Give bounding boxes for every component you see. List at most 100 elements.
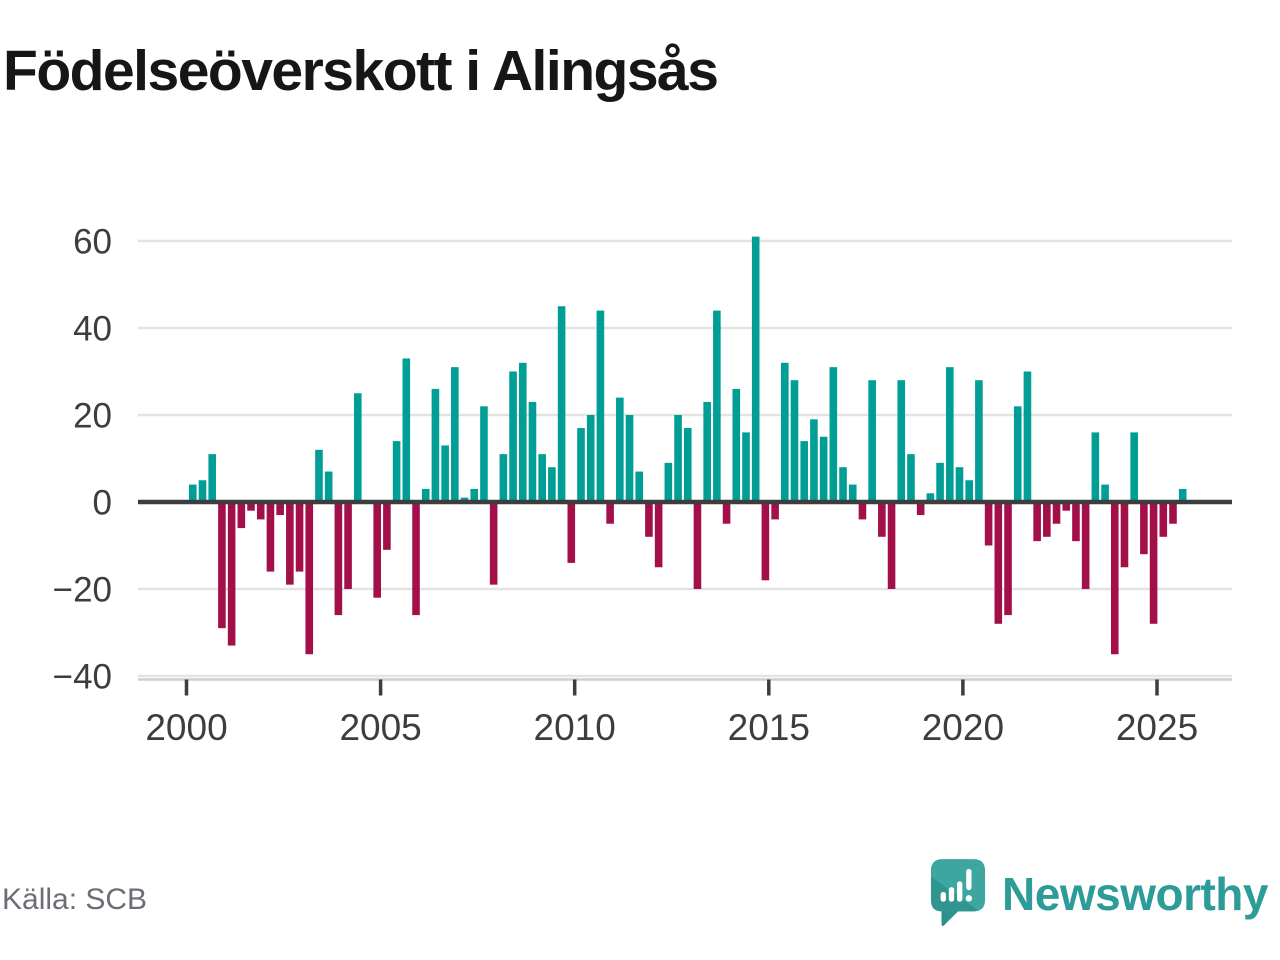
- bar-2014q4: [761, 502, 770, 581]
- bar-2019q2: [936, 462, 944, 502]
- y-tick-label-20: 20: [73, 397, 112, 436]
- bar-2021q4: [1033, 502, 1041, 542]
- logo-bar-small: [940, 892, 946, 902]
- bar-2002q4: [295, 502, 304, 572]
- x-tick-label-2025: 2025: [1116, 707, 1198, 748]
- bar-2007q3: [480, 406, 488, 502]
- y-tick-label-40: 40: [73, 310, 112, 349]
- bar-2002q2: [276, 502, 284, 516]
- bar-2019q3: [945, 367, 954, 502]
- bar-2014q3: [751, 236, 760, 502]
- bar-2023q2: [1091, 432, 1100, 502]
- bar-2018q1: [887, 502, 896, 589]
- bar-2000q4: [218, 502, 226, 629]
- bar-2008q1: [499, 454, 508, 502]
- bar-2013q4: [722, 502, 731, 524]
- bar-2019q4: [955, 467, 964, 502]
- bar-2025q2: [1169, 502, 1177, 524]
- newsworthy-logo-icon: [930, 859, 986, 927]
- bar-2011q2: [625, 415, 634, 502]
- bar-2014q1: [732, 388, 741, 502]
- x-tick-label-2005: 2005: [339, 707, 421, 748]
- bar-2023q1: [1081, 502, 1090, 589]
- bar-2023q3: [1101, 484, 1109, 502]
- bar-2024q4: [1149, 502, 1158, 624]
- bar-2022q2: [1052, 502, 1061, 524]
- newsworthy-wordmark: Newsworthy: [1002, 867, 1268, 920]
- bar-2014q2: [742, 432, 750, 502]
- chart-title: Födelseöverskott i Alingsås: [3, 39, 719, 103]
- bar-2011q4: [645, 502, 653, 537]
- bar-2010q2: [586, 415, 595, 502]
- bar-2003q3: [324, 471, 333, 502]
- bar-2015q4: [800, 441, 809, 502]
- bar-2016q1: [810, 419, 818, 502]
- bar-2022q1: [1043, 502, 1051, 537]
- bar-2000q1: [189, 484, 197, 502]
- bar-2013q3: [713, 310, 721, 502]
- bar-2018q4: [916, 502, 925, 516]
- logo-bar-tall: [957, 881, 963, 902]
- bar-2013q1: [693, 502, 702, 589]
- bar-2015q2: [781, 362, 789, 502]
- y-tick-label-60: 60: [73, 223, 112, 262]
- bar-2020q2: [975, 380, 983, 502]
- bar-2009q3: [557, 306, 566, 502]
- bar-2017q4: [878, 502, 886, 537]
- bar-2023q4: [1110, 502, 1119, 655]
- bar-2018q3: [907, 454, 915, 502]
- bar-2005q4: [412, 502, 420, 616]
- x-tick-label-2020: 2020: [922, 707, 1004, 748]
- bar-2008q3: [518, 362, 527, 502]
- bar-2012q1: [654, 502, 663, 568]
- bar-2021q3: [1023, 371, 1032, 502]
- bar-2022q4: [1072, 502, 1080, 542]
- bar-2016q3: [829, 367, 838, 502]
- bar-2017q3: [868, 380, 876, 502]
- bar-2010q4: [606, 502, 614, 524]
- bar-2009q1: [538, 454, 546, 502]
- logo-exclamation-line: [966, 868, 972, 891]
- x-tick-label-2000: 2000: [145, 707, 227, 748]
- bar-2009q4: [567, 502, 576, 563]
- bar-2018q2: [897, 380, 906, 502]
- y-tick-label--20: −20: [53, 571, 112, 610]
- bar-2021q1: [1004, 502, 1012, 616]
- bar-2005q3: [402, 358, 411, 502]
- bar-2003q4: [334, 502, 343, 616]
- bar-2005q2: [392, 441, 401, 502]
- x-tick-label-2015: 2015: [728, 707, 810, 748]
- bar-2015q3: [790, 380, 799, 502]
- bar-2017q1: [848, 484, 857, 502]
- bar-2012q2: [664, 462, 673, 502]
- bar-2001q3: [247, 502, 255, 511]
- logo-bar-medium: [948, 887, 955, 902]
- bar-2024q2: [1130, 432, 1138, 502]
- bar-2011q3: [635, 471, 644, 502]
- bar-2025q1: [1159, 502, 1168, 537]
- bar-2001q4: [256, 502, 265, 520]
- bar-2007q2: [470, 488, 479, 502]
- bar-2001q1: [227, 502, 236, 646]
- bar-2010q1: [577, 428, 585, 502]
- logo-bubble-tail: [941, 911, 953, 927]
- y-tick-label--40: −40: [53, 658, 112, 697]
- bar-2016q4: [839, 467, 847, 502]
- bar-2011q1: [616, 397, 624, 502]
- bar-2004q4: [373, 502, 381, 598]
- bar-2007q4: [489, 502, 498, 585]
- bar-2000q3: [208, 454, 217, 502]
- bar-2009q2: [548, 467, 556, 502]
- bar-2003q2: [315, 449, 323, 502]
- bar-2015q1: [771, 502, 779, 520]
- logo-exclamation-dot: [965, 895, 973, 902]
- bar-2025q3: [1178, 488, 1187, 502]
- bar-2006q4: [451, 367, 459, 502]
- bar-2021q2: [1013, 406, 1022, 502]
- bar-2017q2: [858, 502, 867, 520]
- bar-2008q2: [509, 371, 517, 502]
- bar-2016q2: [819, 436, 828, 502]
- bar-2004q1: [344, 502, 352, 589]
- bar-2006q2: [431, 388, 440, 502]
